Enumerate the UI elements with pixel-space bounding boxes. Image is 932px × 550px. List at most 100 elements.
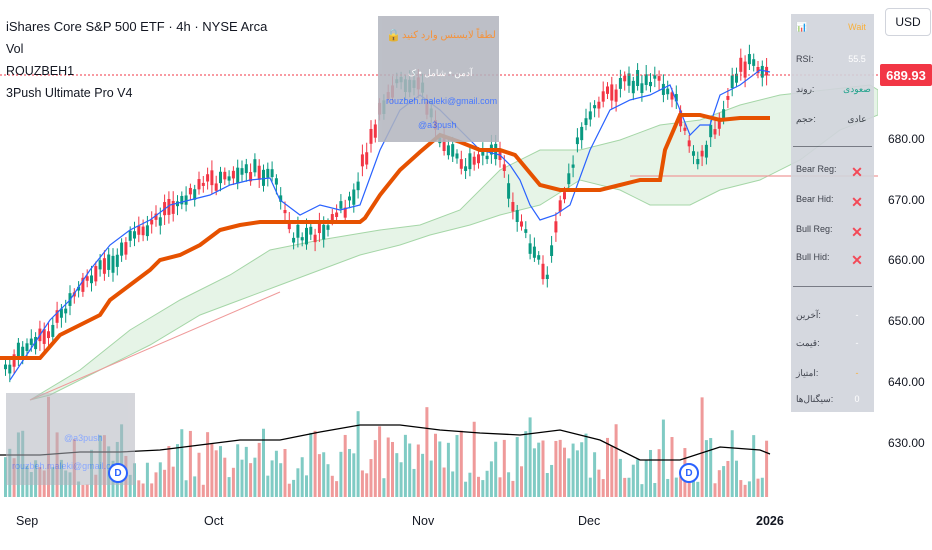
candle-body: [262, 169, 265, 186]
time-axis[interactable]: Sep Oct Nov Dec 2026: [0, 500, 878, 550]
currency-selector[interactable]: USD: [885, 8, 931, 36]
volume-bar: [180, 429, 184, 497]
candle-body: [214, 183, 218, 191]
candle-body: [133, 231, 136, 239]
license-handle[interactable]: @a3push: [418, 120, 457, 130]
volume-bar: [644, 459, 648, 497]
volume-bar: [735, 460, 738, 497]
candle-body: [601, 91, 605, 102]
bull-reg-label: Bull Reg:: [796, 224, 833, 234]
volume-bar: [494, 441, 498, 497]
volume-bar: [343, 434, 347, 497]
indicator-3push-label[interactable]: 3Push Ultimate Pro V4: [6, 86, 133, 100]
volume-bar: [378, 426, 382, 497]
volume-bar: [442, 467, 446, 497]
candle-body: [756, 67, 760, 74]
candle-body: [369, 128, 373, 144]
candle-body: [567, 173, 571, 185]
candle-body: [610, 84, 614, 101]
candle-body: [59, 308, 63, 318]
candle-body: [666, 88, 670, 95]
volume-bar: [649, 449, 652, 497]
volume-bar: [386, 437, 390, 497]
candle-body: [670, 92, 674, 100]
candle-body: [343, 207, 347, 218]
volume-bar: [231, 467, 235, 497]
symbol-title[interactable]: iShares Core S&P 500 ETF · 4h · NYSE Arc…: [6, 19, 268, 34]
trend-value: صعودی: [843, 84, 871, 94]
candle-body: [42, 329, 46, 344]
candle-body: [8, 364, 12, 374]
candle-body: [649, 81, 652, 87]
candle-body: [446, 145, 450, 156]
trend-line-orange: [0, 113, 770, 360]
candle-body: [580, 126, 584, 141]
candle-body: [25, 343, 29, 351]
candle-body: [47, 331, 50, 339]
price-tick: 680.00: [888, 132, 925, 146]
bull-hid-label: Bull Hid:: [796, 252, 830, 262]
volume-bar: [567, 458, 571, 497]
volume-bar: [752, 435, 756, 497]
watermark-email: rouzbeh.maleki@gmail.com: [12, 461, 124, 471]
volume-bar: [571, 443, 575, 497]
candle-body: [137, 225, 141, 235]
price-scale[interactable]: 680.00 670.00 660.00 650.00 640.00 630.0…: [878, 0, 932, 500]
candle-body: [283, 209, 287, 214]
license-email[interactable]: rouzbeh.maleki@gmail.com: [386, 96, 498, 106]
candle-body: [339, 201, 343, 209]
volume-bar: [446, 442, 450, 497]
volume-bar: [730, 430, 734, 497]
volume-bar: [137, 480, 141, 497]
volume-bar: [588, 477, 592, 497]
candle-body: [700, 150, 704, 157]
volume-bar: [403, 434, 407, 497]
volume-bar: [369, 459, 373, 497]
candle-body: [64, 308, 68, 314]
time-label-sep: Sep: [16, 514, 39, 528]
volume-bar: [532, 448, 536, 497]
volume-bar: [171, 466, 175, 497]
volume-bar: [266, 475, 270, 497]
volume-bar: [636, 459, 640, 497]
candle-body: [296, 224, 300, 238]
volume-bar: [176, 444, 179, 497]
license-subtext: آدمن • شامل • ک: [408, 68, 473, 78]
dividend-badge-nov[interactable]: D: [108, 463, 128, 483]
candle-body: [717, 117, 721, 129]
candle-body: [692, 151, 695, 156]
candle-body: [726, 95, 730, 100]
candle-body: [485, 155, 489, 160]
volume-bar: [425, 407, 429, 497]
dividend-badge-dec[interactable]: D: [679, 463, 699, 483]
volume-bar: [335, 481, 339, 497]
candle-body: [481, 150, 485, 156]
candle-body: [442, 134, 446, 151]
volume-bar: [227, 477, 231, 497]
candle-body: [21, 346, 25, 360]
chart-legend: iShares Core S&P 500 ETF · 4h · NYSE Arc…: [6, 16, 267, 104]
volume-bar: [223, 457, 227, 497]
price-tick: 640.00: [888, 375, 925, 389]
candle-body: [614, 89, 618, 102]
candle-body: [236, 167, 240, 184]
last-value: -: [855, 310, 859, 320]
volume-bar: [563, 447, 566, 497]
volume-bar: [704, 440, 708, 497]
volume-bar: [352, 453, 356, 497]
volume-bar: [365, 473, 369, 497]
volume-indicator-label[interactable]: Vol: [6, 42, 24, 56]
volume-bar: [575, 450, 579, 497]
volume-bar: [287, 483, 291, 497]
volume-bar: [434, 433, 437, 497]
candle-body: [279, 195, 283, 202]
candle-body: [206, 174, 210, 182]
volume-bar: [726, 460, 730, 497]
candle-body: [554, 221, 558, 233]
panel-divider: [793, 286, 872, 287]
indicator-rouzbeh1-label[interactable]: ROUZBEH1: [6, 64, 75, 78]
volume-bar: [322, 452, 326, 497]
volume-bar: [485, 470, 489, 497]
candle-body: [249, 172, 253, 182]
candle-body: [687, 140, 691, 147]
